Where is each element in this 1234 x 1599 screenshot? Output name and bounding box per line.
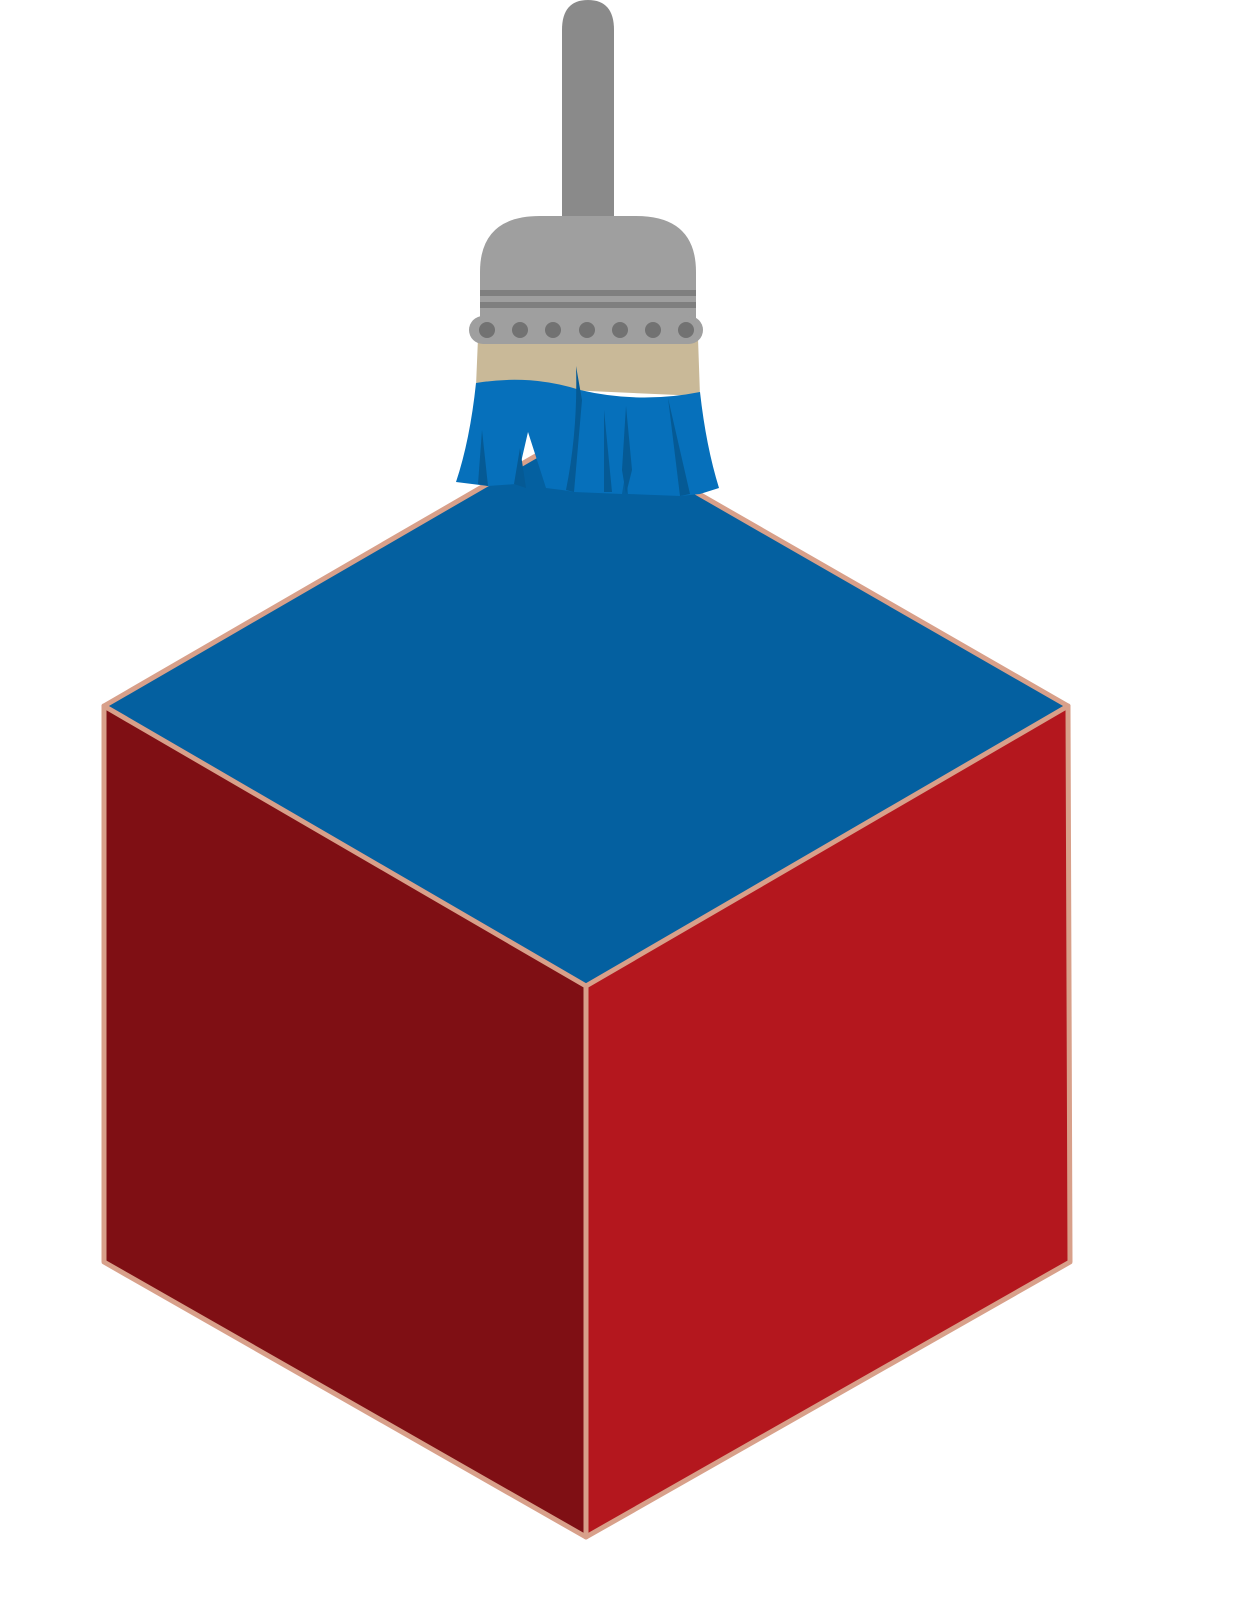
paintbrush-icon xyxy=(456,0,719,496)
ferrule-band-1 xyxy=(480,290,696,296)
rivet-4 xyxy=(579,322,595,338)
rivet-3 xyxy=(545,322,561,338)
rivet-5 xyxy=(612,322,628,338)
rivet-2 xyxy=(512,322,528,338)
brush-handle xyxy=(562,0,614,222)
rivet-6 xyxy=(645,322,661,338)
ferrule-band-2 xyxy=(480,302,696,308)
cube-edges xyxy=(101,425,1073,1540)
cube xyxy=(101,425,1073,1540)
bristle-paint xyxy=(456,379,719,496)
bristle-shadows xyxy=(478,366,690,496)
rivets xyxy=(479,322,694,338)
rivet-1 xyxy=(479,322,495,338)
rivet-7 xyxy=(678,322,694,338)
